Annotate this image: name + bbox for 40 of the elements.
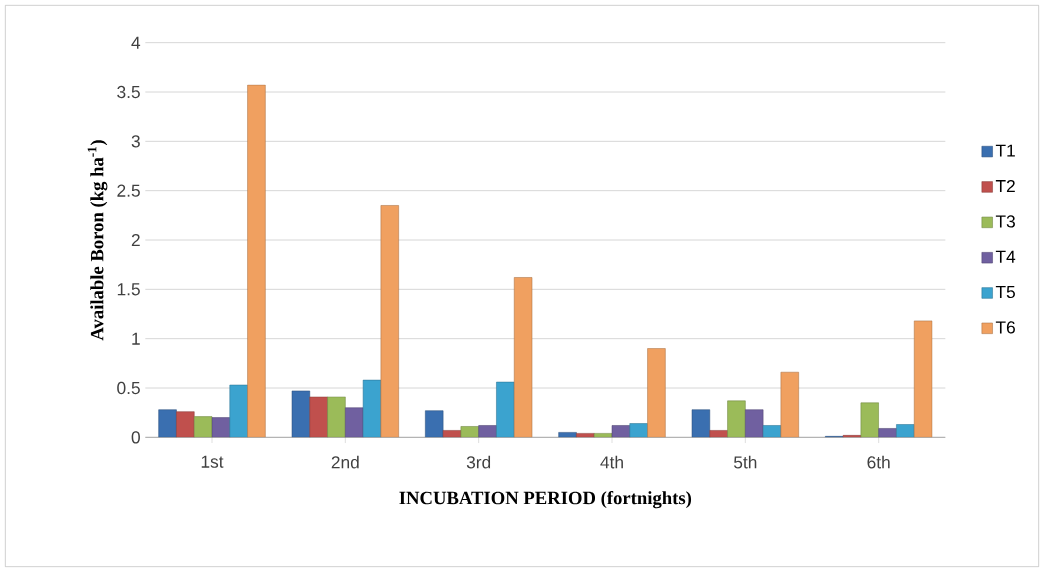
bar <box>913 320 933 438</box>
bar <box>229 384 248 438</box>
bar <box>327 396 346 438</box>
bar <box>496 381 515 438</box>
x-tick-label: 5th <box>733 455 757 469</box>
y-tick-label: 2 <box>131 233 140 247</box>
bar <box>247 84 266 438</box>
bar <box>709 430 728 438</box>
legend-label: T2 <box>995 179 1015 192</box>
legend-label: T6 <box>995 321 1015 334</box>
x-tick-label: 4th <box>600 455 623 469</box>
y-tick-label: 0 <box>131 431 140 444</box>
y-tick-label: 3 <box>131 135 140 148</box>
bar <box>158 409 177 438</box>
x-tick-label: 6th <box>867 455 890 469</box>
bar <box>176 411 195 438</box>
x-axis-title: INCUBATION PERIOD (fortnights) <box>399 490 692 509</box>
x-tick-label: 1st <box>201 455 224 468</box>
y-tick-label: 0.5 <box>117 381 140 395</box>
bar <box>629 423 648 438</box>
y-tick-label: 1 <box>132 332 140 345</box>
legend-label: T5 <box>995 286 1015 299</box>
bar <box>727 400 746 438</box>
legend-label: T3 <box>995 215 1015 228</box>
bar <box>576 433 595 438</box>
y-axis-title: Available Boron (kg ha$^{-1}$) <box>87 140 108 341</box>
bar <box>780 371 799 438</box>
bar <box>380 205 399 438</box>
y-tick-label: 1.5 <box>117 283 140 296</box>
bar <box>309 396 328 438</box>
bar <box>513 277 533 438</box>
bar <box>647 348 666 438</box>
x-tick-label: 2nd <box>331 455 359 469</box>
y-tick-label: 3.5 <box>117 85 140 99</box>
legend-label: T1 <box>995 144 1015 157</box>
bar <box>442 430 462 438</box>
legend-label: T4 <box>995 250 1016 263</box>
x-tick-label: 3rd <box>466 455 491 469</box>
y-tick-label: 2.5 <box>117 184 140 197</box>
y-tick-label: 4 <box>131 36 141 49</box>
